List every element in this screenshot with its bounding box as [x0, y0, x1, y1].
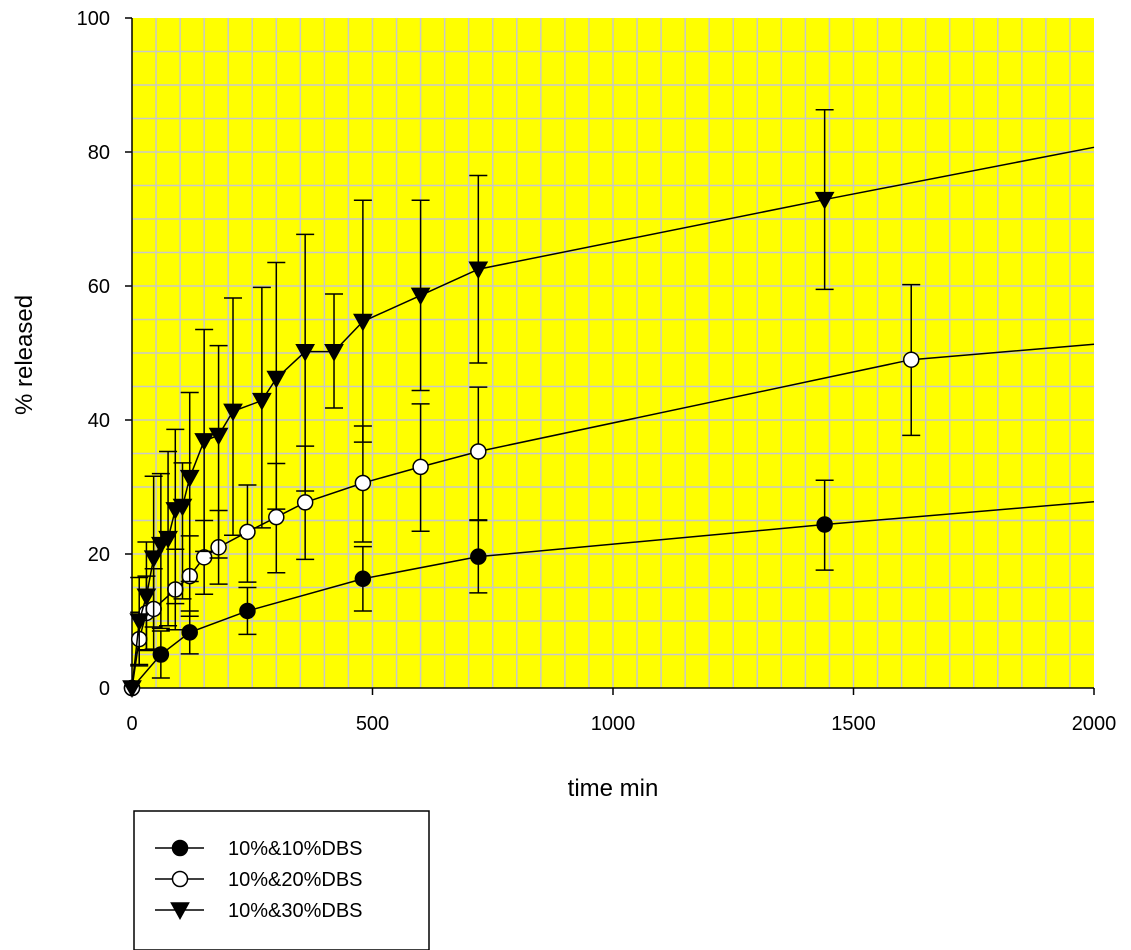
filled-circle-marker — [239, 602, 256, 620]
filled-triangle-marker — [252, 392, 272, 411]
y-axis-title: % released — [11, 295, 38, 415]
filled-triangle-marker — [129, 613, 150, 632]
filled-triangle-marker — [179, 469, 200, 488]
legend-item: 10%&30%DBS — [155, 900, 363, 922]
filled-triangle-marker — [353, 313, 373, 332]
filled-triangle-marker — [468, 261, 489, 280]
x-tick-label: 2000 — [1072, 713, 1117, 735]
y-tick-label: 0 — [99, 678, 110, 700]
x-tick-label: 500 — [356, 713, 389, 735]
filled-circle-marker — [354, 570, 372, 588]
filled-triangle-marker — [143, 550, 164, 569]
x-axis-title: time min — [568, 775, 659, 802]
y-tick-label: 20 — [88, 544, 110, 566]
filled-circle-marker — [171, 839, 189, 857]
filled-triangle-marker — [410, 287, 431, 306]
filled-triangle-marker — [172, 498, 193, 517]
open-circle-marker — [195, 549, 213, 566]
filled-circle-marker — [152, 646, 170, 663]
filled-triangle-marker — [122, 680, 142, 699]
x-tick-label: 1000 — [591, 713, 636, 735]
open-circle-marker — [268, 508, 285, 526]
open-circle-marker — [412, 458, 429, 476]
filled-triangle-marker — [266, 370, 287, 389]
open-circle-marker — [171, 870, 189, 888]
legend-item: 10%&10%DBS — [155, 838, 363, 860]
series-layer — [122, 109, 1095, 699]
filled-triangle-marker — [814, 191, 835, 210]
filled-triangle-marker — [295, 343, 316, 362]
filled-circle-marker — [470, 548, 487, 565]
filled-triangle-marker — [223, 403, 243, 422]
filled-triangle-marker — [170, 902, 190, 921]
legend-item: 10%&20%DBS — [155, 869, 363, 891]
open-circle-marker — [296, 494, 314, 511]
filled-triangle-marker — [136, 588, 157, 607]
legend-label: 10%&20%DBS — [228, 869, 363, 891]
open-circle-marker — [239, 523, 256, 541]
filled-triangle-marker — [158, 530, 178, 549]
filled-triangle-marker — [194, 433, 214, 451]
filled-circle-marker — [816, 516, 833, 533]
filled-triangle-marker — [324, 343, 344, 362]
y-tick-label: 60 — [88, 276, 110, 298]
y-tick-label: 40 — [88, 410, 110, 432]
y-tick-label: 100 — [77, 8, 110, 30]
open-circle-marker — [470, 443, 487, 460]
y-tick-label: 80 — [88, 142, 110, 164]
open-circle-marker — [354, 474, 372, 492]
filled-circle-marker — [181, 624, 198, 641]
plot-area — [132, 18, 1094, 688]
x-tick-label: 1500 — [831, 713, 876, 735]
legend: 10%&10%DBS 10%&20%DBS 10%&30%DBS — [133, 810, 430, 950]
legend-label: 10%&30%DBS — [228, 900, 363, 922]
open-circle-marker — [902, 351, 920, 368]
filled-triangle-marker — [208, 427, 229, 446]
x-tick-label: 0 — [126, 713, 137, 735]
series-3 — [122, 109, 1095, 699]
legend-label: 10%&10%DBS — [228, 838, 363, 860]
